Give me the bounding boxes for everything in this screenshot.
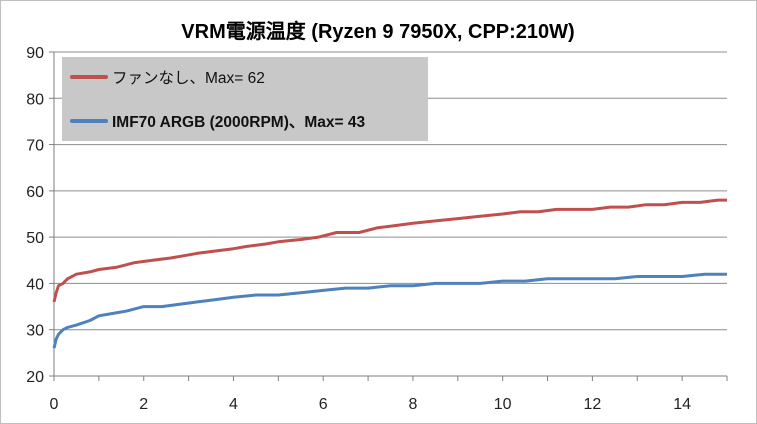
axes: 20 30 40 50 60 70 80 90 0 2 4 6 8 10 12 14 bbox=[26, 45, 728, 413]
y-tick-label: 20 bbox=[26, 369, 44, 386]
series-line-imf70 bbox=[52, 272, 727, 349]
legend-box bbox=[62, 57, 428, 141]
x-tick-label: 0 bbox=[50, 396, 59, 413]
x-tick-label: 4 bbox=[229, 396, 238, 413]
series-line-no-fan bbox=[52, 198, 727, 303]
legend-label-imf70: IMF70 ARGB (2000RPM)、Max= 43 bbox=[112, 114, 365, 131]
series-lines bbox=[52, 198, 727, 349]
y-tick-label: 90 bbox=[26, 45, 44, 62]
y-tick-label: 70 bbox=[26, 138, 44, 155]
chart-title: VRM電源温度 (Ryzen 9 7950X, CPP:210W) bbox=[181, 19, 574, 43]
x-tick-label: 14 bbox=[673, 396, 691, 413]
y-tick-label: 50 bbox=[26, 230, 44, 247]
y-tick-label: 60 bbox=[26, 184, 44, 201]
legend: ファンなし、Max= 62 IMF70 ARGB (2000RPM)、Max= … bbox=[62, 57, 428, 141]
x-tick-label: 8 bbox=[408, 396, 417, 413]
x-tick-label: 6 bbox=[319, 396, 328, 413]
x-tick-label: 10 bbox=[494, 396, 512, 413]
y-tick-label: 40 bbox=[26, 276, 44, 293]
x-tick-label: 2 bbox=[139, 396, 148, 413]
legend-label-no-fan: ファンなし、Max= 62 bbox=[112, 69, 265, 87]
y-tick-label: 80 bbox=[26, 91, 44, 108]
y-tick-label: 30 bbox=[26, 323, 44, 340]
x-tick-label: 12 bbox=[584, 396, 602, 413]
